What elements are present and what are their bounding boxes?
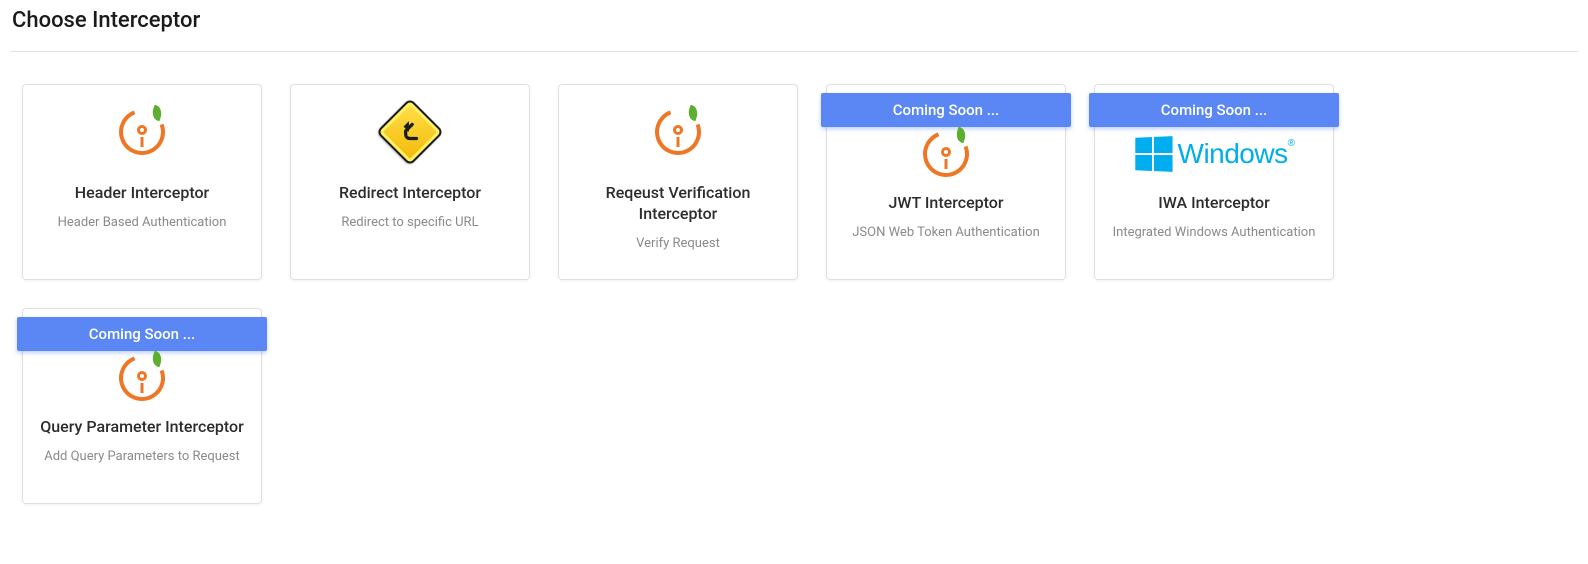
lock-leaf-icon xyxy=(117,107,167,157)
redirect-sign-icon xyxy=(385,107,435,157)
coming-soon-badge: Coming Soon ... xyxy=(821,93,1071,127)
windows-logo-icon: Windows® xyxy=(1134,129,1295,179)
card-description: Integrated Windows Authentication xyxy=(1113,224,1316,242)
card-title: Header Interceptor xyxy=(75,183,209,204)
page-title: Choose Interceptor xyxy=(10,8,1578,33)
card-description: Add Query Parameters to Request xyxy=(44,448,240,466)
interceptor-card-redirect[interactable]: Redirect Interceptor Redirect to specifi… xyxy=(290,84,530,280)
card-description: Redirect to specific URL xyxy=(341,214,478,232)
interceptor-card-query-param[interactable]: Coming Soon ... Query Parameter Intercep… xyxy=(22,308,262,504)
interceptor-card-jwt[interactable]: Coming Soon ... JWT Interceptor JSON Web… xyxy=(826,84,1066,280)
card-description: JSON Web Token Authentication xyxy=(852,224,1040,242)
interceptor-card-header[interactable]: Header Interceptor Header Based Authenti… xyxy=(22,84,262,280)
section-divider xyxy=(10,51,1578,52)
lock-leaf-icon xyxy=(921,129,971,179)
card-title: Query Parameter Interceptor xyxy=(40,417,244,438)
card-description: Verify Request xyxy=(636,235,720,253)
card-description: Header Based Authentication xyxy=(58,214,227,232)
lock-leaf-icon xyxy=(117,353,167,403)
interceptor-card-iwa[interactable]: Coming Soon ... Windows® IWA Interceptor… xyxy=(1094,84,1334,280)
card-title: JWT Interceptor xyxy=(888,193,1003,214)
card-title: Redirect Interceptor xyxy=(339,183,481,204)
lock-leaf-icon xyxy=(653,107,703,157)
card-title: Reqeust Verification Interceptor xyxy=(575,183,781,225)
interceptor-grid: Header Interceptor Header Based Authenti… xyxy=(10,84,1578,504)
coming-soon-badge: Coming Soon ... xyxy=(17,317,267,351)
coming-soon-badge: Coming Soon ... xyxy=(1089,93,1339,127)
card-title: IWA Interceptor xyxy=(1158,193,1270,214)
interceptor-card-request-verification[interactable]: Reqeust Verification Interceptor Verify … xyxy=(558,84,798,280)
